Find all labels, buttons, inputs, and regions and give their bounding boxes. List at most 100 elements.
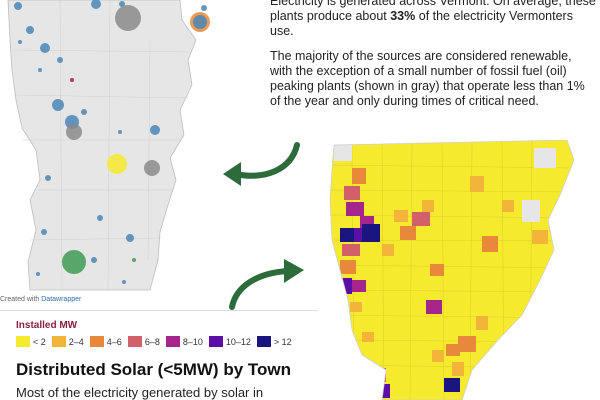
town [446,344,460,356]
legend-label: > 12 [273,336,292,347]
curved-arrow-left-icon [223,142,300,186]
intro-paragraph-2: The majority of the sources are consider… [270,49,585,108]
town [350,302,362,312]
town [340,228,354,242]
intro-p1-end: of the electricity Vermonters use. [270,9,573,38]
legend-label: 8–10 [182,336,203,347]
plant-bubble [14,2,22,10]
legend-label: < 2 [33,336,46,347]
plant-bubble [107,154,127,174]
town [482,236,498,252]
legend-label: 6–8 [144,336,160,347]
legend-swatch [16,336,30,347]
legend-item: 6–8 [127,336,160,347]
town [340,260,356,274]
town [382,244,394,256]
town [330,300,346,312]
plant-bubble [91,257,97,263]
town [342,244,360,256]
plant-bubble [81,109,87,115]
town [372,368,386,382]
vermont-outline-map [329,140,575,400]
town [470,176,484,192]
legend-label: 4–6 [106,336,122,347]
map-credit: Created with Datawrapper [0,296,81,303]
town [426,300,442,314]
plant-bubble [41,229,47,235]
legend-swatch [208,336,223,347]
town [330,324,344,338]
plant-bubbles [14,0,210,284]
town [534,148,556,168]
legend-swatch [256,336,271,347]
legend-item: 10–12 [208,336,251,347]
legend-item: 2–4 [51,336,84,347]
town [352,280,366,292]
town [346,202,364,216]
plant-bubble [201,5,207,11]
town [412,212,430,226]
plant-bubble [38,68,42,72]
curved-arrow-right-icon [229,259,304,310]
legend-item: < 2 [16,336,46,347]
plant-bubble [144,160,160,176]
plant-bubble [57,57,63,63]
legend-swatch [51,336,66,347]
intro-text: Electricity is generated across Vermont.… [270,0,596,119]
datawrapper-link[interactable]: Datawrapper [41,296,82,303]
town [334,145,352,161]
town [344,186,360,200]
plant-bubble [66,124,82,140]
plant-bubble [26,26,34,34]
town [430,264,444,276]
divider [0,310,318,311]
legend-item: > 12 [256,336,292,347]
plant-bubble [40,43,50,53]
intro-paragraph-1: Electricity is generated across Vermont.… [270,0,596,39]
plant-bubble [119,1,125,7]
legend: < 2 2–4 4–6 6–8 8–10 10–12 > 12 [16,336,292,347]
plant-bubble [91,0,101,9]
county-borders [13,0,189,291]
legend-label: 2–4 [68,336,84,347]
town [476,316,488,330]
plant-bubble [62,250,86,274]
town [400,226,416,240]
town [332,278,352,294]
plant-bubble [132,258,136,262]
legend-swatch [127,336,142,347]
town [352,168,366,184]
plant-bubble [97,215,103,221]
legend-label: 10–12 [225,336,251,347]
plant-bubble [150,125,160,135]
percent-highlight: 33% [390,9,416,23]
legend-item: 4–6 [89,336,122,347]
plant-bubble [115,5,141,31]
town [422,200,434,212]
legend-swatch [165,336,180,347]
plant-bubble [70,78,74,82]
credit-prefix: Created with [0,296,42,303]
plant-bubble [122,280,126,284]
plant-bubble [52,99,64,111]
town [522,200,540,222]
town [502,200,514,212]
town [362,224,380,242]
plant-bubble [118,130,122,134]
plant-bubble [36,272,40,276]
intro-p1-text: Electricity is generated across Vermont.… [270,0,596,23]
town [362,332,374,342]
plant-bubble [193,15,207,29]
generation-plants-map [7,0,210,291]
plant-bubble [18,40,22,44]
plant-bubble [126,234,134,242]
town [458,336,476,352]
town [394,210,408,222]
solar-by-town-map [329,140,575,400]
vermont-outline-map [7,0,197,291]
legend-item: 8–10 [165,336,203,347]
section-text: Most of the electricity generated by sol… [16,385,264,400]
town [432,350,444,362]
town [532,230,548,244]
plant-bubble [45,175,51,181]
